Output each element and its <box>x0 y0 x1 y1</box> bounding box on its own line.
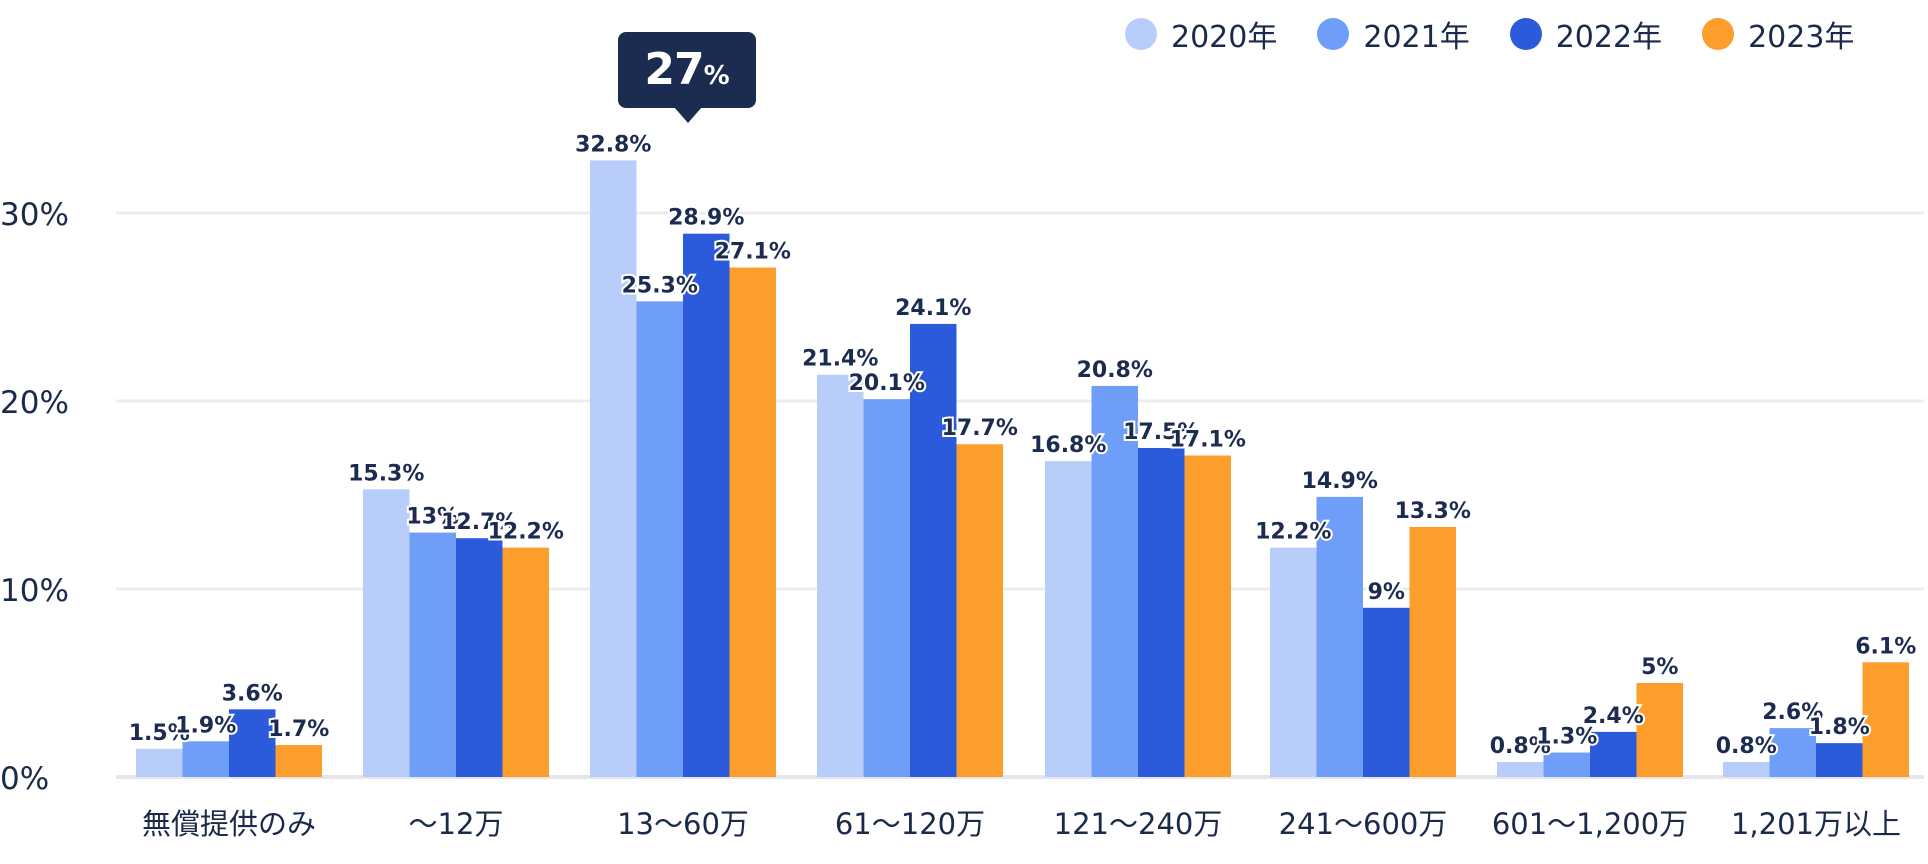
bar-2022年-4 <box>1138 448 1185 777</box>
data-label: 15.3% <box>348 461 424 486</box>
x-category-label: 61〜120万 <box>835 807 985 841</box>
data-label: 13.3% <box>1395 499 1471 524</box>
legend-item-2020: 2020年 <box>1125 12 1277 56</box>
legend-item-2022: 2022年 <box>1509 12 1663 56</box>
bar-2022年-1 <box>456 538 503 777</box>
bar-2023年-4 <box>1184 455 1231 777</box>
data-label: 1.5% <box>129 721 190 746</box>
data-label: 20.8% <box>1077 358 1153 383</box>
bar-2021年-2 <box>636 301 683 777</box>
data-label: 9% <box>1368 580 1405 605</box>
data-label: 3.6% <box>222 681 283 706</box>
bar-2023年-0 <box>275 745 322 777</box>
bar-2021年-5 <box>1316 496 1363 777</box>
legend-item-2023: 2023年 <box>1702 12 1854 56</box>
data-label: 32.8% <box>575 132 651 157</box>
data-label: 5% <box>1641 655 1678 680</box>
data-label: 2.6% <box>1762 700 1823 725</box>
y-tick-label: 20% <box>0 385 69 421</box>
bar-2022年-2 <box>683 233 730 777</box>
data-label: 12.7% <box>441 510 517 535</box>
highlight-callout: 27% <box>618 32 756 123</box>
x-category-label: 13〜60万 <box>617 807 749 841</box>
data-label: 12.2% <box>1255 520 1331 545</box>
data-label: 13% <box>406 505 459 530</box>
legend-label-2021: 2021年 <box>1363 20 1470 55</box>
bar-2022年-7 <box>1816 743 1863 777</box>
bar-2020年-5 <box>1270 547 1317 777</box>
bar-2020年-4 <box>1045 461 1092 777</box>
x-category-label: 121〜240万 <box>1054 807 1223 841</box>
bar-2020年-7 <box>1723 761 1770 777</box>
x-category-label: 〜12万 <box>409 807 504 841</box>
bar-2023年-1 <box>502 547 549 777</box>
bar-2022年-0 <box>229 709 276 777</box>
bar-2021年-0 <box>182 741 229 777</box>
callout-unit: % <box>703 61 730 91</box>
data-label: 17.7% <box>942 416 1018 441</box>
data-label: 1.8% <box>1809 715 1870 740</box>
bar-2020年-0 <box>136 748 183 777</box>
bar-2021年-3 <box>863 399 910 777</box>
bar-2023年-5 <box>1409 526 1456 777</box>
data-label: 17.1% <box>1170 428 1246 453</box>
data-label: 28.9% <box>668 206 744 231</box>
bar-2022年-6 <box>1590 731 1637 777</box>
data-label: 0.8% <box>1490 734 1551 759</box>
y-tick-label: 0% <box>0 761 49 797</box>
legend-item-2021: 2021年 <box>1317 12 1470 56</box>
legend-swatch-2020 <box>1125 18 1157 50</box>
bar-2023年-3 <box>956 444 1003 777</box>
callout-value: 27 <box>644 44 704 95</box>
x-category-label: 241〜600万 <box>1279 807 1448 841</box>
bar-2023年-6 <box>1636 683 1683 777</box>
x-category-label: 無償提供のみ <box>142 807 316 841</box>
legend-label-2022: 2022年 <box>1555 20 1663 55</box>
data-label: 20.1% <box>849 371 925 396</box>
callout-text: 27% <box>644 44 729 95</box>
callout-pointer <box>674 107 702 123</box>
data-label: 1.9% <box>175 713 236 738</box>
bar-2021年-6 <box>1543 752 1590 777</box>
bar-2020年-3 <box>817 374 864 777</box>
bar-2022年-5 <box>1363 607 1410 777</box>
data-label: 16.8% <box>1030 433 1106 458</box>
y-tick-label: 10% <box>0 573 69 609</box>
bar-2023年-7 <box>1862 662 1909 777</box>
legend-swatch-2021 <box>1317 18 1350 50</box>
data-label: 17.5% <box>1123 420 1199 445</box>
bar-2022年-3 <box>910 323 957 777</box>
bar-2021年-1 <box>409 532 456 777</box>
bar-2020年-2 <box>590 160 637 778</box>
bar-2020年-1 <box>363 489 410 777</box>
legend-swatch-2022 <box>1509 18 1542 50</box>
data-label: 27.1% <box>715 240 791 265</box>
data-label: 24.1% <box>895 296 971 321</box>
data-label: 1.7% <box>268 717 329 742</box>
legend-swatch-2023 <box>1702 18 1735 50</box>
x-category-label: 1,201万以上 <box>1731 807 1901 841</box>
y-tick-label: 30% <box>0 197 69 233</box>
bar-2021年-4 <box>1091 385 1138 777</box>
x-category-label: 601〜1,200万 <box>1492 807 1688 841</box>
bar-2023年-2 <box>729 267 776 777</box>
data-label: 2.4% <box>1583 704 1644 729</box>
legend-label-2020: 2020年 <box>1171 20 1278 55</box>
data-label: 25.3% <box>622 273 698 298</box>
legend-label-2023: 2023年 <box>1748 20 1855 55</box>
data-label: 14.9% <box>1302 469 1378 494</box>
chart-legend: 2020年 2021年 2022年 2023年 <box>1125 12 1894 56</box>
data-label: 1.3% <box>1536 725 1597 750</box>
bar-2021年-7 <box>1769 728 1816 777</box>
data-label: 6.1% <box>1855 634 1916 659</box>
bar-2020年-6 <box>1497 761 1544 777</box>
data-label: 0.8% <box>1716 734 1777 759</box>
data-label: 21.4% <box>802 347 878 372</box>
data-label: 12.2% <box>488 520 564 545</box>
